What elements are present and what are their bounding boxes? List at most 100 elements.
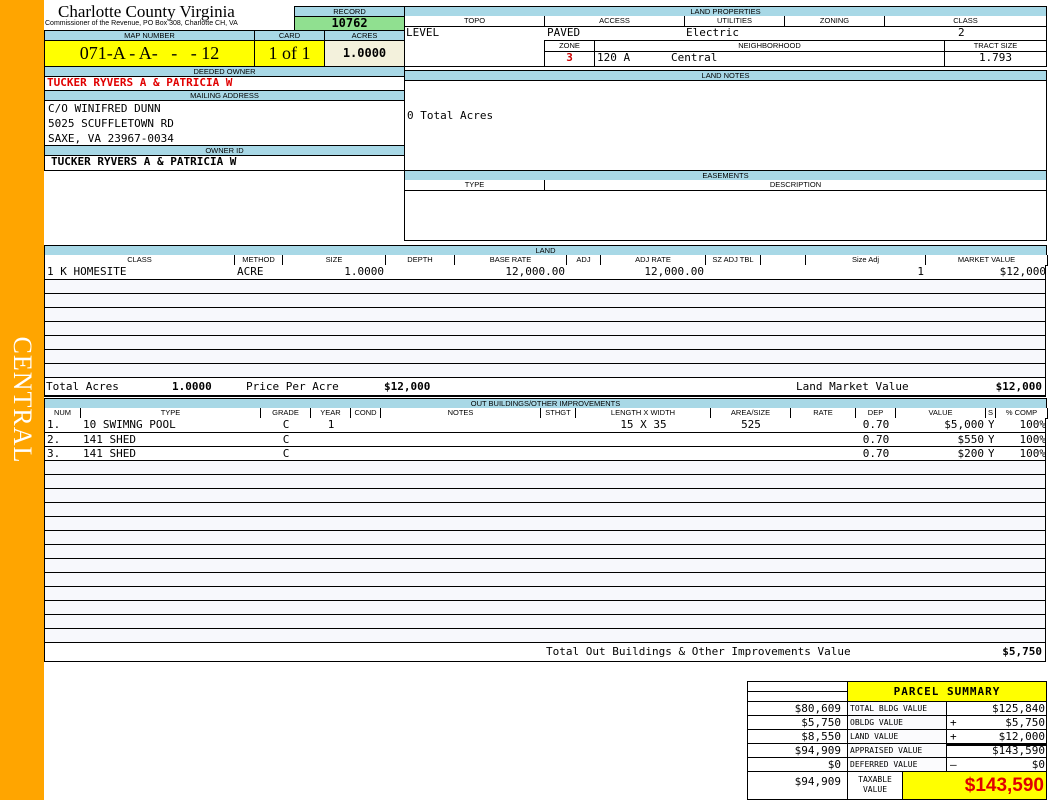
price-per-acre-label: Price Per Acre	[246, 380, 339, 393]
table-row: 3. 141 SHED C 0.70 $200 Y 100%	[44, 447, 1046, 461]
prior-value: $5,750	[747, 715, 848, 730]
mailing-line: 5025 SCUFFLETOWN RD	[48, 117, 174, 130]
summary-value: $5,750	[1005, 716, 1045, 729]
table-cell-size-adj: 1	[917, 265, 924, 278]
empty-row	[44, 615, 1046, 629]
summary-value: $125,840	[992, 702, 1045, 715]
summary-label: LAND VALUE	[847, 729, 947, 744]
summary-label: APPRAISED VALUE	[847, 743, 947, 758]
sidebar-label: CENTRAL	[8, 336, 37, 464]
tract-size-value: 1.793	[978, 51, 1013, 64]
land-totals-row: Total Acres 1.0000 Price Per Acre $12,00…	[44, 378, 1046, 397]
table-row: 2. 141 SHED C 0.70 $550 Y 100%	[44, 433, 1046, 447]
empty-row	[44, 601, 1046, 615]
class-value: 2	[958, 26, 965, 39]
prior-value: $94,909	[747, 743, 848, 758]
land-notes-text: 0 Total Acres	[407, 109, 494, 122]
table-cell-year: 1	[327, 418, 335, 431]
taxable-prior: $94,909	[747, 771, 848, 800]
empty-row	[44, 545, 1046, 559]
table-cell-dep: 0.70	[862, 433, 890, 446]
access-value: PAVED	[547, 26, 581, 39]
summary-value: $0	[1031, 758, 1045, 771]
empty-row	[44, 517, 1046, 531]
table-cell--comp: 100%	[1019, 418, 1047, 431]
table-cell-value: $550	[957, 433, 985, 446]
table-cell-value: $5,000	[944, 418, 984, 431]
table-cell-num: 3.	[47, 447, 61, 460]
summary-value: $143,590	[992, 744, 1045, 757]
neighborhood-code: 120 A	[597, 51, 631, 64]
land-market-value: $12,000	[995, 380, 1042, 393]
record-number: 10762	[294, 16, 405, 31]
empty-row	[44, 461, 1046, 475]
table-cell-type: 141 SHED	[83, 433, 136, 446]
table-cell-grade: C	[282, 418, 290, 431]
table-cell-length-x-width: 15 X 35	[620, 418, 667, 431]
land-market-value-label: Land Market Value	[796, 380, 909, 393]
table-row: 1. 10 SWIMNG POOL C 1 15 X 35 525 0.70 $5,000 Y 1…	[44, 418, 1046, 433]
neighborhood-sidebar: CENTRAL	[0, 0, 44, 800]
prior-value: $0	[747, 757, 848, 772]
empty-row	[44, 350, 1046, 364]
parcel-summary-title: PARCEL SUMMARY	[847, 681, 1047, 702]
table-cell-area-size: 525	[741, 418, 761, 431]
empty-row	[44, 587, 1046, 601]
easement-description-label: DESCRIPTION	[544, 180, 1047, 191]
tract-size-label: TRACT SIZE	[944, 40, 1047, 52]
mailing-line: SAXE, VA 23967-0034	[48, 132, 174, 145]
taxable-value: $143,590	[902, 771, 1047, 800]
mailing-address: C/O WINIFRED DUNN 5025 SCUFFLETOWN RD SA…	[44, 100, 405, 146]
neighborhood-label: NEIGHBORHOOD	[594, 40, 945, 52]
table-cell-type: 10 SWIMNG POOL	[83, 418, 176, 431]
mailing-line: C/O WINIFRED DUNN	[48, 102, 161, 115]
table-row: 1 K HOMESITE ACRE 1.0000 12,000.00 12,000.00…	[44, 265, 1046, 280]
table-cell-dep: 0.70	[862, 447, 890, 460]
neighborhood-name: Central	[671, 51, 718, 64]
empty-row	[44, 573, 1046, 587]
summary-label: TOTAL BLDG VALUE	[847, 701, 947, 716]
table-cell-adj-rate: 12,000.00	[644, 265, 704, 278]
outbuildings-total: $5,750	[1002, 645, 1042, 658]
summary-label: OBLDG VALUE	[847, 715, 947, 730]
table-cell-s: Y	[988, 447, 994, 460]
card-number: 1 of 1	[254, 40, 325, 67]
land-notes-body: 0 Total Acres	[404, 80, 1047, 171]
office-address: Commissioner of the Revenue, PO Box 308,…	[45, 20, 238, 27]
table-cell-num: 2.	[47, 433, 61, 446]
empty-row	[44, 280, 1046, 294]
county-title: Charlotte County Virginia	[58, 2, 235, 21]
empty-row	[44, 503, 1046, 517]
table-cell--comp: 100%	[1019, 447, 1047, 460]
prior-value: $8,550	[747, 729, 848, 744]
empty-row	[44, 489, 1046, 503]
map-number: 071-A - A- - - 12	[44, 40, 255, 67]
table-cell-num: 1.	[47, 418, 61, 431]
summary-value: $12,000	[998, 730, 1045, 743]
empty-row	[44, 322, 1046, 336]
acres-value: 1.0000	[324, 40, 405, 67]
empty-row	[44, 364, 1046, 378]
taxable-label: TAXABLE VALUE	[847, 771, 903, 800]
table-cell-value: $200	[957, 447, 985, 460]
table-cell-method: ACRE	[237, 265, 264, 278]
table-cell-base-rate: 12,000.00	[505, 265, 565, 278]
table-cell-s: Y	[988, 418, 994, 431]
table-cell-market-value: $12,000	[999, 265, 1046, 278]
zone-value: 3	[566, 51, 573, 64]
table-cell-size: 1.0000	[344, 265, 384, 278]
class-label: CLASS	[884, 16, 1047, 27]
table-cell-type: 141 SHED	[83, 447, 136, 460]
utilities-value: Electric	[686, 26, 739, 39]
empty-row	[44, 336, 1046, 350]
empty-row	[44, 308, 1046, 322]
outbuildings-total-row: Total Out Buildings & Other Improvements…	[44, 643, 1046, 662]
topo-value: LEVEL	[406, 26, 440, 39]
table-cell-grade: C	[282, 433, 290, 446]
land-notes-title: LAND NOTES	[404, 70, 1047, 81]
easements-body	[404, 190, 1047, 241]
price-per-acre: $12,000	[384, 380, 431, 393]
empty-row	[44, 629, 1046, 643]
summary-label: DEFERRED VALUE	[847, 757, 947, 772]
table-cell-grade: C	[282, 447, 290, 460]
